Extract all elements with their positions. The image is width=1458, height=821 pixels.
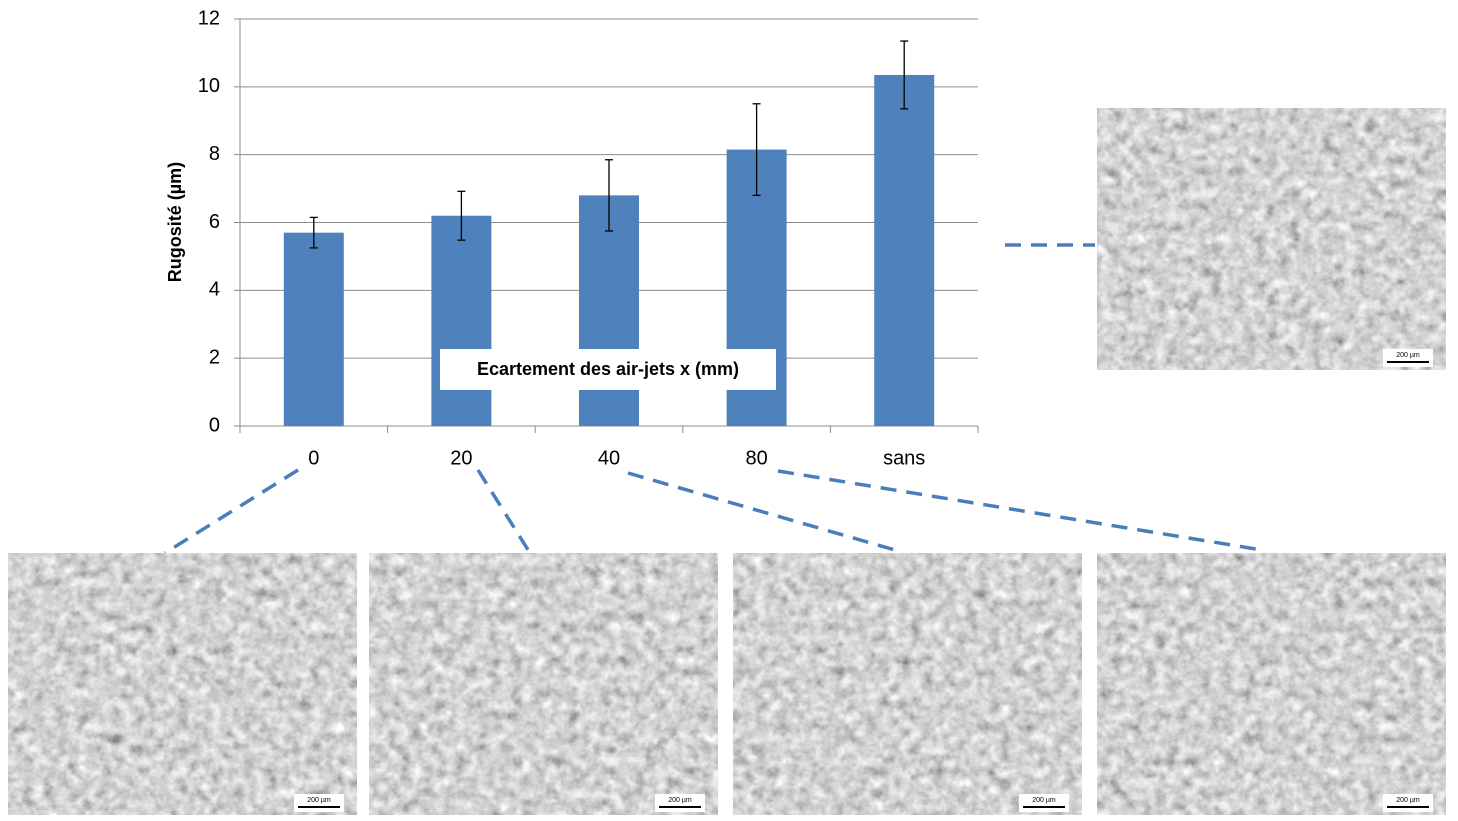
plot: 0 2 4 6 8 10 12 Rugosité (µm) 0 20 40 80 sans Ecartem… [165, 7, 979, 469]
y-tick-label: 4 [209, 279, 220, 301]
x-tick-label: 40 [598, 447, 620, 469]
connector [164, 468, 299, 555]
micrograph: 200 µm [1097, 553, 1446, 815]
y-tick-label: 8 [209, 143, 220, 165]
x-tick-label: 20 [450, 447, 472, 469]
y-axis-title: Rugosité (µm) [165, 162, 185, 282]
micrograph: 200 µm [8, 553, 357, 815]
error-bar [605, 159, 613, 232]
scale-label: 200 µm [668, 797, 692, 804]
error-bar [457, 190, 466, 241]
connector [476, 469, 532, 554]
micrograph: 200 µm [1097, 108, 1446, 370]
y-tick-label: 12 [198, 7, 220, 29]
connector [627, 471, 896, 552]
micrograph: 200 µm [733, 553, 1082, 815]
scale-label: 200 µm [1396, 797, 1420, 804]
micrograph-image [369, 553, 718, 815]
micrograph-image [1097, 108, 1446, 370]
error-bar [752, 103, 761, 197]
bar [431, 215, 492, 426]
bar [283, 232, 344, 426]
scale-label: 200 µm [1396, 352, 1420, 359]
error-bar [900, 40, 909, 110]
x-tick-label: sans [883, 447, 925, 469]
connector [777, 469, 1263, 552]
scale-label: 200 µm [307, 797, 331, 804]
x-tick-label: 0 [308, 447, 319, 469]
error-bar [309, 216, 318, 249]
x-axis-title: Ecartement des air-jets x (mm) [477, 359, 739, 379]
micrograph-image [8, 553, 357, 815]
x-tick-label: 80 [745, 447, 767, 469]
y-tick-label: 2 [209, 346, 220, 368]
y-tick-label: 10 [198, 75, 220, 97]
micrograph: 200 µm [369, 553, 718, 815]
scale-label: 200 µm [1032, 797, 1056, 804]
connectors [164, 243, 1263, 555]
bar [874, 74, 935, 427]
y-tick-label: 6 [209, 211, 220, 233]
micrograph-image [1097, 553, 1446, 815]
x-axis-title-box [440, 349, 776, 390]
micrograph-image [733, 553, 1082, 815]
micrographs: 200 µm 200 µm 200 µm 200 µm 200 µm [8, 108, 1446, 815]
y-tick-label: 0 [209, 414, 220, 436]
